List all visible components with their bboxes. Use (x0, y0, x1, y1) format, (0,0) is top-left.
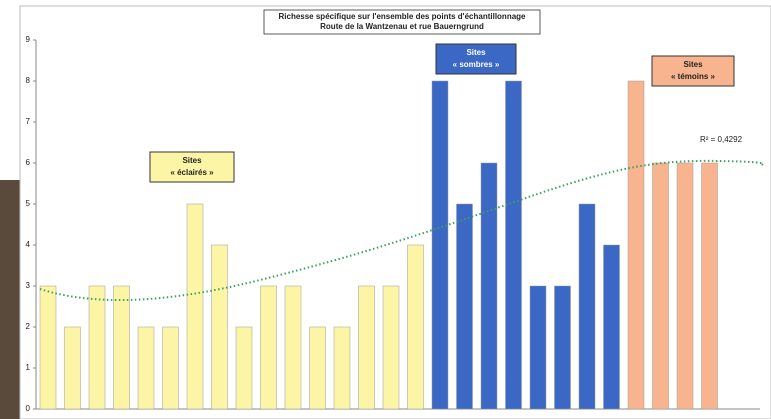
bar (652, 162, 669, 410)
title-box (263, 9, 541, 35)
bar (701, 162, 718, 410)
y-tick-label: 5 (26, 199, 31, 208)
bar (113, 285, 130, 410)
bar (480, 162, 498, 410)
r2-label: R² = 0,4292 (700, 135, 743, 144)
bar (529, 285, 547, 410)
annotation-text: « éclairés » (170, 168, 214, 177)
bar (603, 244, 620, 410)
y-tick-label: 0 (26, 404, 31, 413)
y-tick-label: 8 (26, 76, 31, 85)
y-tick-label: 2 (26, 322, 31, 331)
bar (456, 203, 473, 410)
bar (333, 326, 351, 410)
bar (211, 244, 228, 410)
bar (284, 285, 302, 410)
annotation-text: « témoins » (671, 72, 716, 81)
chart-subtitle: Route de la Wantzenau et rue Bauerngrund (320, 22, 484, 31)
bar (554, 285, 571, 410)
y-tick-label: 4 (26, 240, 31, 249)
bar (235, 326, 253, 410)
y-tick-label: 9 (26, 35, 31, 44)
trend-line (39, 159, 765, 302)
bar (505, 80, 522, 410)
bar (627, 80, 645, 410)
bar (358, 285, 375, 410)
annotation-text: « sombres » (453, 60, 500, 69)
y-tick-label: 7 (26, 117, 31, 126)
annotation-text: Sites (683, 60, 703, 69)
bar (309, 326, 326, 410)
annotation-box (149, 151, 235, 183)
bar (88, 285, 106, 410)
bar (431, 80, 449, 410)
chart-title: Richesse spécifique sur l'ensemble des p… (279, 12, 527, 21)
y-tick-label: 3 (26, 281, 31, 290)
y-tick-label: 6 (26, 158, 31, 167)
annotation-text: Sites (182, 156, 202, 165)
bar (39, 285, 57, 410)
bar (260, 285, 277, 410)
bar (676, 162, 694, 410)
photo-edge (0, 180, 22, 419)
bar (382, 285, 400, 410)
bar (407, 244, 424, 410)
annotation-box (651, 55, 735, 87)
annotation-text: Sites (466, 48, 486, 57)
annotation-box (435, 43, 517, 75)
y-tick-label: 1 (26, 363, 31, 372)
bar (64, 326, 81, 410)
bar (137, 326, 155, 410)
bar (578, 203, 596, 410)
bar (186, 203, 204, 410)
bar (162, 326, 179, 410)
